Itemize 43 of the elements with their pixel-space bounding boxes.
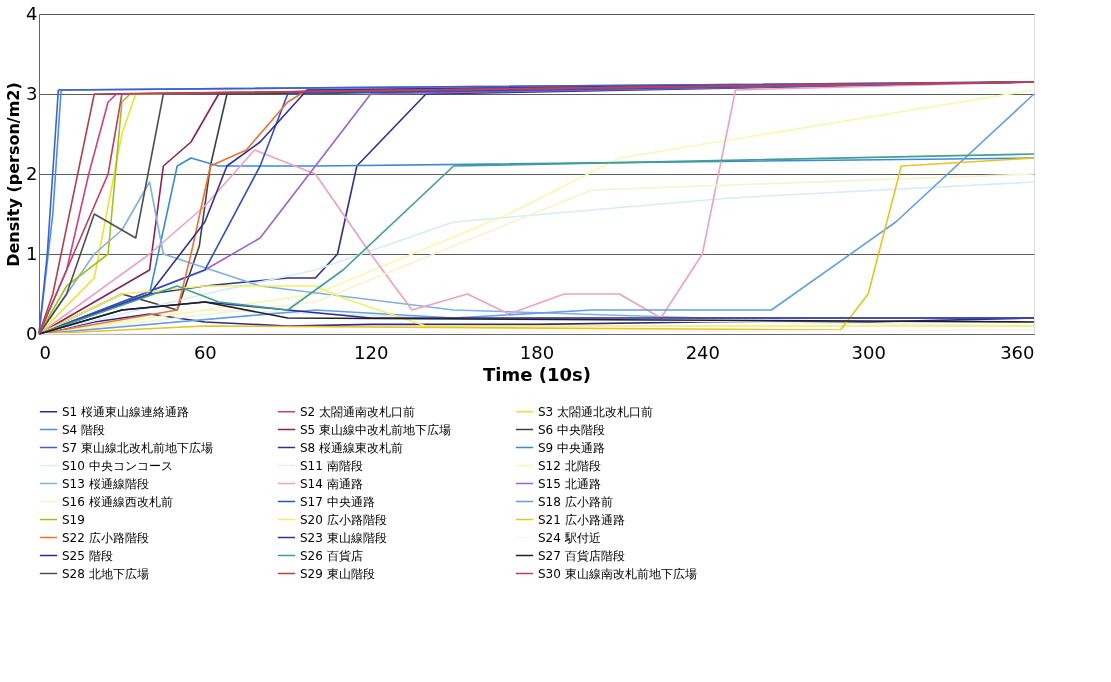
x-tick-label: 360 xyxy=(1000,341,1035,363)
x-axis-title: Time (10s) xyxy=(483,363,591,385)
legend-label: S12 北階段 xyxy=(538,458,601,473)
legend-label: S30 東山線南改札前地下広場 xyxy=(538,566,697,581)
legend-label: S22 広小路階段 xyxy=(62,530,149,545)
legend-label: S7 東山線北改札前地下広場 xyxy=(62,440,214,455)
x-tick-label: 180 xyxy=(519,341,555,363)
legend-label: S14 南通路 xyxy=(300,476,363,491)
legend-label: S1 桜通東山線連絡通路 xyxy=(62,404,190,419)
legend-label: S19 xyxy=(62,512,85,527)
legend-label: S6 中央階段 xyxy=(538,422,606,437)
legend-label: S24 駅付近 xyxy=(538,530,601,545)
legend-label: S10 中央コンコース xyxy=(62,458,173,473)
y-tick-label: 2 xyxy=(26,162,38,184)
legend-label: S17 中央通路 xyxy=(300,494,375,509)
legend-label: S11 南階段 xyxy=(300,458,363,473)
legend-label: S26 百貨店 xyxy=(300,548,363,563)
y-tick-label: 4 xyxy=(26,2,38,24)
legend-label: S5 東山線中改札前地下広場 xyxy=(300,422,452,437)
legend-label: S15 北通路 xyxy=(538,476,601,491)
legend-label: S2 太閤通南改札口前 xyxy=(300,404,416,419)
legend-label: S16 桜通線西改札前 xyxy=(62,494,173,509)
x-tick-label: 60 xyxy=(193,341,217,363)
legend-label: S9 中央通路 xyxy=(538,440,606,455)
legend-label: S13 桜通線階段 xyxy=(62,476,149,491)
y-tick-label: 1 xyxy=(26,242,38,264)
legend-label: S4 階段 xyxy=(62,422,106,437)
y-axis-title: Density (person/m2) xyxy=(4,82,24,267)
x-tick-label: 120 xyxy=(353,341,389,363)
legend-label: S20 広小路階段 xyxy=(300,512,387,527)
y-tick-label: 3 xyxy=(26,82,38,104)
legend-label: S25 階段 xyxy=(62,548,113,563)
legend-label: S29 東山階段 xyxy=(300,566,375,581)
x-tick-label: 300 xyxy=(851,341,886,363)
legend-label: S8 桜通線東改札前 xyxy=(300,440,404,455)
legend-label: S21 広小路通路 xyxy=(538,512,625,527)
y-tick-label: 0 xyxy=(26,322,38,344)
x-tick-label: 240 xyxy=(685,341,721,363)
legend-label: S3 太閤通北改札口前 xyxy=(538,404,654,419)
legend-label: S18 広小路前 xyxy=(538,494,613,509)
legend-label: S28 北地下広場 xyxy=(62,566,149,581)
legend-label: S27 百貨店階段 xyxy=(538,548,625,563)
legend-label: S23 東山線階段 xyxy=(300,530,387,545)
